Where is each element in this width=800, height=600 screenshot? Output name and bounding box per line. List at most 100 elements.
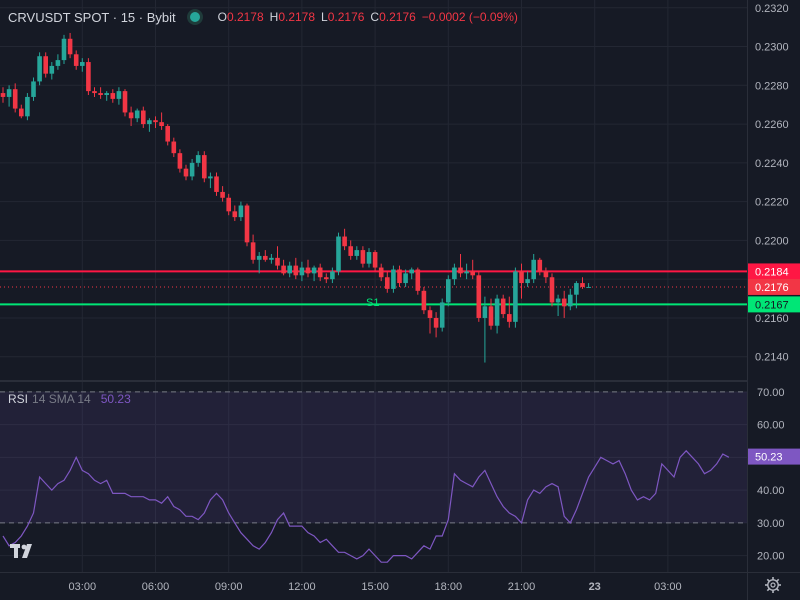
candles bbox=[0, 32, 591, 363]
candle-body bbox=[31, 81, 36, 97]
candle-body bbox=[165, 126, 170, 142]
candle-body bbox=[580, 283, 585, 287]
time-tick-label: 21:00 bbox=[508, 581, 536, 593]
candle-body bbox=[208, 176, 213, 179]
candle-body bbox=[549, 277, 555, 303]
open-label: O bbox=[217, 10, 227, 24]
candle-body bbox=[0, 93, 6, 97]
price-tick-label: 0.2320 bbox=[755, 3, 789, 15]
gear-icon[interactable] bbox=[764, 576, 782, 594]
resistance-price-tag-box bbox=[748, 263, 800, 280]
candle-body bbox=[116, 91, 122, 99]
candle-body bbox=[299, 267, 305, 276]
candle-body bbox=[470, 271, 475, 276]
price-tick-label: 0.2140 bbox=[755, 352, 789, 364]
candle-body bbox=[482, 306, 488, 318]
candle-body bbox=[104, 93, 109, 95]
support-price-tag-box bbox=[748, 296, 800, 313]
candle-body bbox=[354, 250, 360, 256]
candle-body bbox=[507, 314, 512, 322]
rsi-tick-label: 70.00 bbox=[757, 387, 785, 399]
candle-body bbox=[555, 298, 561, 303]
candle-body bbox=[263, 255, 268, 260]
rsi-tick-label: 60.00 bbox=[757, 420, 785, 432]
candle-body bbox=[525, 279, 530, 284]
candle-body bbox=[153, 120, 158, 123]
rsi-tick-label: 40.00 bbox=[757, 485, 785, 497]
chart-header: CRVUSDT SPOT · 15 · Bybit O 0.2178 H 0.217… bbox=[8, 8, 524, 26]
time-tick-label: 03:00 bbox=[69, 581, 97, 593]
symbol-title[interactable]: CRVUSDT SPOT · 15 · Bybit bbox=[8, 9, 176, 25]
candle-body bbox=[378, 267, 384, 278]
candle-body bbox=[6, 89, 12, 97]
time-tick-label: 09:00 bbox=[215, 581, 243, 593]
candle-body bbox=[98, 93, 103, 95]
candle-body bbox=[415, 269, 421, 291]
candle-body bbox=[458, 267, 463, 274]
candle-body bbox=[439, 302, 445, 328]
price-tick-label: 0.2300 bbox=[755, 42, 789, 54]
rsi-value-tag-box bbox=[748, 448, 800, 465]
candle-body bbox=[305, 267, 311, 274]
open-value: 0.2178 bbox=[226, 10, 264, 24]
candle-body bbox=[488, 306, 494, 326]
candle-body bbox=[134, 110, 140, 119]
price-tick-label: 0.2280 bbox=[755, 80, 789, 92]
candle-body bbox=[269, 257, 274, 260]
candle-body bbox=[183, 168, 189, 177]
candle-body bbox=[86, 62, 91, 92]
support-price-tag: 0.2167 bbox=[755, 299, 789, 311]
high-label: H bbox=[269, 10, 279, 24]
time-tick-label: 18:00 bbox=[435, 581, 463, 593]
rsi-tick-label: 20.00 bbox=[757, 551, 785, 563]
candle-body bbox=[195, 155, 201, 163]
candle-body bbox=[281, 265, 286, 274]
candle-body bbox=[12, 89, 18, 109]
candle-body bbox=[586, 286, 591, 288]
candle-body bbox=[311, 267, 317, 274]
candle-body bbox=[342, 236, 347, 247]
support-label: S1 bbox=[366, 297, 380, 309]
rsi-tick-label: 30.00 bbox=[757, 518, 785, 530]
candle-body bbox=[531, 259, 536, 280]
high-value: 0.2178 bbox=[278, 10, 316, 24]
candle-body bbox=[360, 250, 366, 264]
candle-body bbox=[427, 310, 433, 318]
candle-body bbox=[391, 269, 396, 289]
tradingview-logo-icon[interactable] bbox=[8, 538, 38, 562]
rsi-header[interactable]: RSI 14 SMA 14 50.23 bbox=[8, 392, 131, 406]
candle-body bbox=[476, 275, 482, 318]
rsi-params: 14 SMA 14 bbox=[32, 392, 91, 406]
candle-body bbox=[543, 271, 549, 278]
candle-body bbox=[80, 62, 85, 66]
candle-body bbox=[452, 267, 457, 280]
candle-body bbox=[433, 317, 439, 328]
candle-body bbox=[141, 110, 146, 125]
time-tick-label: 03:00 bbox=[654, 581, 682, 593]
low-label: L bbox=[321, 10, 328, 24]
candle-body bbox=[37, 56, 42, 82]
candle-body bbox=[226, 197, 231, 212]
candle-body bbox=[159, 122, 164, 127]
candle-body bbox=[49, 65, 55, 74]
candle-body bbox=[330, 271, 335, 280]
candle-body bbox=[147, 120, 152, 125]
rsi-line bbox=[2, 449, 730, 563]
price-tick-label: 0.2220 bbox=[755, 197, 789, 209]
candle-body bbox=[336, 236, 341, 272]
close-label: C bbox=[370, 10, 380, 24]
candle-body bbox=[256, 255, 262, 260]
candle-body bbox=[43, 56, 48, 74]
candle-body bbox=[55, 60, 61, 66]
candle-body bbox=[177, 153, 183, 169]
candle-body bbox=[568, 294, 573, 307]
candle-body bbox=[537, 259, 543, 272]
candle-body bbox=[421, 290, 427, 311]
candle-body bbox=[171, 141, 177, 154]
price-tick-label: 0.2160 bbox=[755, 313, 789, 325]
candle-body bbox=[397, 269, 402, 284]
candle-body bbox=[232, 211, 238, 218]
candle-body bbox=[73, 54, 79, 66]
